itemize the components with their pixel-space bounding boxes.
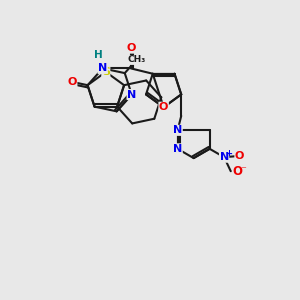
Text: S: S — [102, 67, 110, 77]
Text: O: O — [126, 43, 136, 53]
Text: O: O — [233, 165, 243, 178]
Text: N: N — [127, 90, 136, 100]
Text: H: H — [94, 50, 103, 60]
Text: +: + — [226, 149, 232, 158]
Text: CH₃: CH₃ — [128, 56, 146, 64]
Text: N: N — [173, 125, 182, 135]
Text: N: N — [220, 152, 229, 162]
Text: N: N — [173, 144, 182, 154]
Text: O: O — [159, 102, 168, 112]
Text: O: O — [68, 77, 77, 87]
Text: O: O — [235, 151, 244, 161]
Text: ⁻: ⁻ — [241, 165, 247, 175]
Text: N: N — [98, 63, 107, 74]
